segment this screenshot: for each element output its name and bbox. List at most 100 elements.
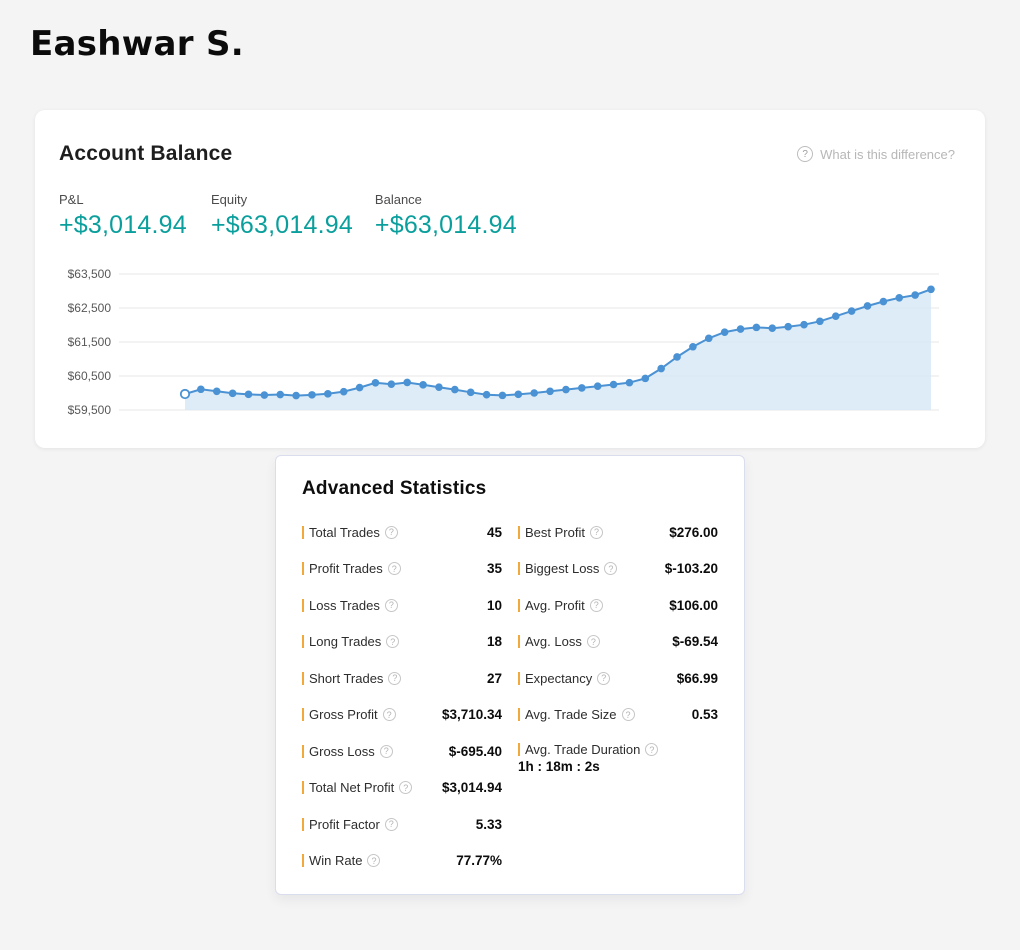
- help-icon[interactable]: ?: [387, 562, 401, 576]
- stat-accent-bar: [302, 525, 304, 539]
- help-icon[interactable]: ?: [589, 525, 603, 539]
- stat-label-group: Avg. Trade Duration?: [518, 742, 659, 757]
- help-icon[interactable]: ?: [604, 562, 618, 576]
- help-icon[interactable]: ?: [399, 781, 413, 795]
- y-tick-label: $61,500: [67, 335, 111, 349]
- stat-value: $3,710.34: [441, 707, 502, 723]
- stat-label-group: Gross Profit?: [302, 707, 396, 722]
- stat-accent-bar: [518, 671, 520, 685]
- stat-row: Biggest Loss? $-103.20: [518, 551, 718, 588]
- help-icon[interactable]: ?: [384, 525, 398, 539]
- stat-row: Expectancy? $66.99: [518, 660, 718, 697]
- stat-accent-bar: [302, 854, 304, 868]
- stat-value: 0.53: [691, 707, 718, 723]
- stat-row: Loss Trades? 10: [302, 587, 502, 624]
- help-icon[interactable]: ?: [384, 817, 398, 831]
- stat-value: 1h : 18m : 2s: [518, 759, 600, 774]
- stat-row: Total Net Profit? $3,014.94: [302, 770, 502, 807]
- page-title-user-name: Eashwar S.: [30, 24, 244, 64]
- help-icon[interactable]: ?: [382, 708, 396, 722]
- stat-label: Biggest Loss: [525, 561, 600, 577]
- metric-balance-label: Balance: [374, 192, 422, 207]
- stat-label-group: Total Net Profit?: [302, 780, 413, 796]
- account-balance-card: Account Balance ? What is this differenc…: [35, 110, 985, 448]
- stat-value: 45: [486, 524, 502, 540]
- help-icon[interactable]: ?: [589, 598, 603, 612]
- stat-value: $-103.20: [664, 561, 718, 577]
- y-tick-label: $60,500: [67, 369, 111, 383]
- stat-label-group: Biggest Loss?: [518, 561, 618, 577]
- metric-equity-value: +$63,014.94: [211, 211, 353, 239]
- stat-label: Win Rate: [309, 853, 363, 869]
- advanced-statistics-title: Advanced Statistics: [302, 478, 487, 499]
- stat-row: Gross Loss? $-695.40: [302, 733, 502, 770]
- y-tick-label: $62,500: [67, 301, 111, 315]
- stat-row: Profit Factor? 5.33: [302, 806, 502, 843]
- stat-label: Total Net Profit: [309, 780, 395, 796]
- help-icon[interactable]: ?: [379, 744, 393, 758]
- metric-equity-label: Equity: [211, 192, 248, 207]
- difference-help-label: What is this difference?: [820, 146, 955, 162]
- stat-label: Profit Trades: [309, 561, 383, 577]
- help-icon[interactable]: ?: [386, 635, 400, 649]
- y-tick-label: $59,500: [67, 403, 111, 417]
- stat-value: 18: [486, 634, 502, 650]
- metric-balance-value: +$63,014.94: [374, 211, 517, 239]
- advanced-statistics-grid: Total Trades? 45 Profit Trades? 35 Loss Trad…: [302, 514, 718, 879]
- help-icon[interactable]: ?: [367, 854, 381, 868]
- stat-label-group: Loss Trades?: [302, 598, 398, 613]
- help-icon[interactable]: ?: [597, 671, 611, 685]
- metric-pnl-label: P&L: [59, 192, 84, 207]
- stat-accent-bar: [518, 635, 520, 649]
- stat-label: Gross Profit: [309, 707, 378, 723]
- stat-value: 77.77%: [456, 853, 502, 869]
- balance-equity-chart[interactable]: [119, 260, 961, 425]
- metric-equity: Equity +$63,014.94: [211, 192, 353, 240]
- stat-label: Total Trades: [309, 524, 380, 540]
- balance-chart-area: $63,500 $62,500 $61,500 $60,500 $59,500: [59, 260, 961, 425]
- stat-label-group: Avg. Profit?: [518, 598, 603, 613]
- advanced-statistics-card: Advanced Statistics Total Trades? 45 Profi…: [275, 455, 745, 895]
- stat-label: Loss Trades: [309, 597, 380, 613]
- help-icon[interactable]: ?: [586, 635, 600, 649]
- stat-label-group: Avg. Loss?: [518, 634, 600, 649]
- stat-label-group: Profit Trades?: [302, 561, 401, 576]
- stat-value: 35: [486, 561, 502, 577]
- stat-accent-bar: [518, 562, 520, 576]
- difference-help-link[interactable]: ? What is this difference?: [797, 146, 961, 162]
- stat-label-group: Best Profit?: [518, 525, 603, 540]
- stat-row: Avg. Loss? $-69.54: [518, 624, 718, 661]
- stat-value: 27: [486, 670, 502, 686]
- account-balance-header: Account Balance ? What is this differenc…: [59, 142, 961, 166]
- stat-label-group: Expectancy?: [518, 670, 611, 686]
- account-balance-title: Account Balance: [59, 142, 233, 165]
- stat-row: Short Trades? 27: [302, 660, 502, 697]
- question-circle-icon: ?: [797, 146, 814, 162]
- stat-label: Gross Loss: [309, 743, 375, 759]
- stat-label: Avg. Trade Duration: [525, 742, 641, 757]
- help-icon[interactable]: ?: [384, 598, 398, 612]
- stat-accent-bar: [302, 744, 304, 758]
- stat-label: Best Profit: [525, 524, 585, 540]
- stat-label: Expectancy: [525, 670, 593, 686]
- stat-row: Profit Trades? 35: [302, 551, 502, 588]
- stat-accent-bar: [302, 671, 304, 685]
- stat-value: $106.00: [669, 597, 718, 613]
- stat-label: Avg. Trade Size: [525, 707, 617, 723]
- stat-label-group: Profit Factor?: [302, 817, 398, 832]
- stat-row: Gross Profit? $3,710.34: [302, 697, 502, 734]
- stat-label-group: Short Trades?: [302, 671, 402, 686]
- stat-value: 5.33: [475, 816, 502, 832]
- stat-value: 10: [486, 597, 502, 613]
- stat-label-group: Gross Loss?: [302, 744, 393, 759]
- help-icon[interactable]: ?: [621, 708, 635, 722]
- stat-accent-bar: [518, 708, 520, 722]
- stat-label-group: Total Trades?: [302, 525, 398, 540]
- stat-label-group: Long Trades?: [302, 634, 400, 649]
- stat-row: Avg. Trade Duration? 1h : 18m : 2s: [518, 733, 718, 783]
- stat-value: $276.00: [669, 524, 718, 540]
- help-icon[interactable]: ?: [645, 743, 659, 756]
- help-icon[interactable]: ?: [388, 671, 402, 685]
- stat-label: Avg. Loss: [525, 634, 582, 650]
- stat-accent-bar: [302, 562, 304, 576]
